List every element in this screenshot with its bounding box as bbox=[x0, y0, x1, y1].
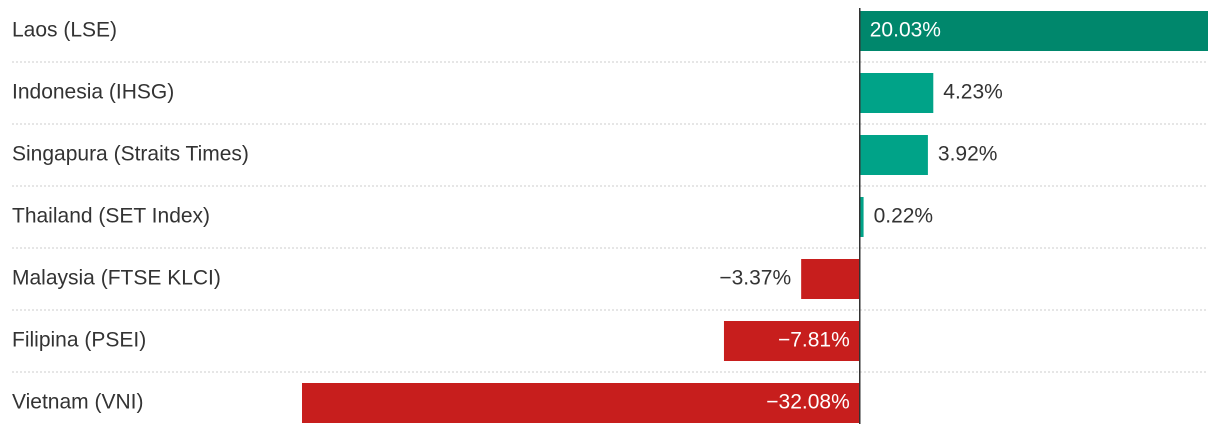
category-label: Vietnam (VNI) bbox=[12, 391, 144, 414]
value-label: 0.22% bbox=[874, 205, 934, 228]
value-label: −7.81% bbox=[778, 329, 850, 352]
bar bbox=[859, 197, 864, 237]
category-label: Laos (LSE) bbox=[12, 19, 117, 42]
bar bbox=[859, 135, 928, 175]
value-label: 20.03% bbox=[870, 19, 941, 42]
category-label: Filipina (PSEI) bbox=[12, 329, 146, 352]
value-label: −32.08% bbox=[766, 391, 850, 414]
bar bbox=[302, 383, 860, 423]
category-label: Thailand (SET Index) bbox=[12, 205, 210, 228]
bar bbox=[723, 321, 860, 361]
bar bbox=[859, 73, 934, 113]
category-label: Singapura (Straits Times) bbox=[12, 143, 249, 166]
category-label: Indonesia (IHSG) bbox=[12, 81, 174, 104]
bar bbox=[859, 11, 1208, 51]
value-label: 4.23% bbox=[943, 81, 1003, 104]
category-label: Malaysia (FTSE KLCI) bbox=[12, 267, 221, 290]
value-label: 3.92% bbox=[938, 143, 998, 166]
bar bbox=[801, 259, 860, 299]
value-label: −3.37% bbox=[719, 267, 791, 290]
